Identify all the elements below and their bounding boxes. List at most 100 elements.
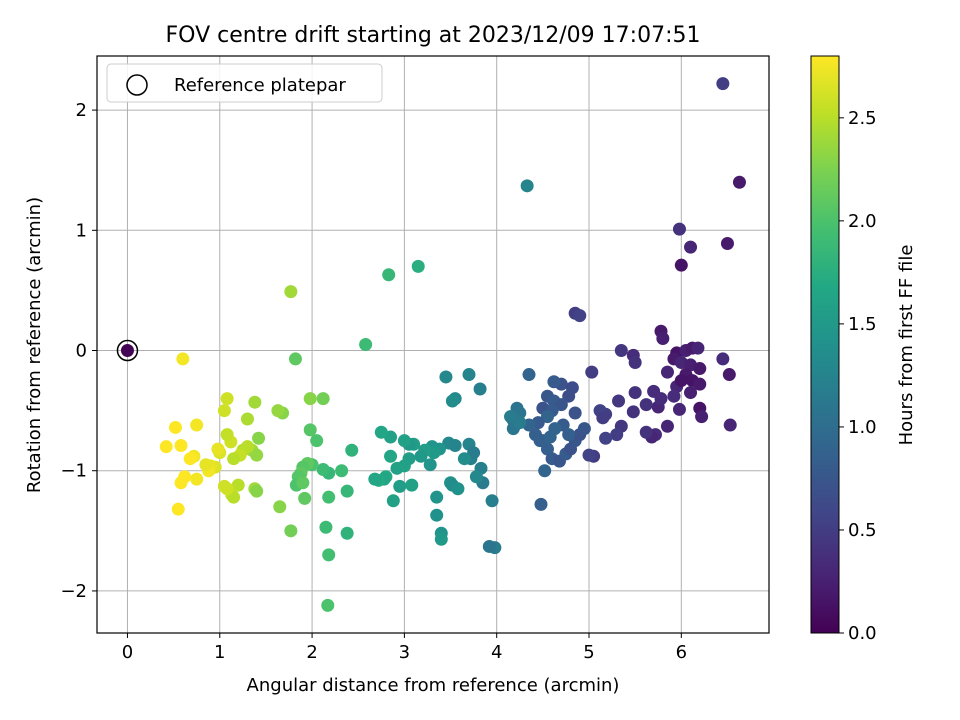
- data-point: [565, 381, 579, 395]
- data-point: [451, 482, 465, 496]
- data-point: [660, 419, 674, 433]
- data-point: [382, 268, 396, 282]
- colorbar-ticks: 0.0 0.5 1.0 1.5 2.0 2.5: [839, 108, 877, 644]
- y-tick-label: 0: [76, 341, 87, 362]
- data-point: [504, 410, 518, 424]
- data-point: [562, 428, 576, 442]
- data-point: [296, 476, 310, 490]
- data-point: [695, 410, 709, 424]
- data-point: [174, 476, 188, 490]
- data-point: [159, 440, 173, 454]
- data-point: [684, 386, 698, 400]
- y-axis: −2 −1 0 1 2: [60, 100, 97, 602]
- data-point: [231, 478, 245, 492]
- data-point: [534, 497, 548, 511]
- data-point: [533, 434, 547, 448]
- data-point: [732, 175, 746, 189]
- data-point: [316, 463, 330, 477]
- data-point: [585, 365, 599, 379]
- legend-marker-icon: [126, 74, 148, 96]
- data-point: [520, 179, 534, 193]
- data-point: [614, 344, 628, 358]
- data-point: [716, 352, 730, 366]
- data-point: [176, 352, 190, 366]
- data-point: [434, 532, 448, 546]
- data-point: [288, 352, 302, 366]
- data-point: [469, 470, 483, 484]
- data-point: [174, 438, 188, 452]
- data-point: [321, 598, 335, 612]
- data-point: [199, 458, 213, 472]
- colorbar-gradient: [810, 55, 840, 634]
- data-point: [693, 377, 707, 391]
- grid: [97, 56, 769, 633]
- data-point: [573, 309, 587, 323]
- data-point: [693, 362, 707, 376]
- data-point: [672, 222, 686, 236]
- data-point: [656, 331, 670, 345]
- data-point: [445, 394, 459, 408]
- chart-title: FOV centre drift starting at 2023/12/09 …: [166, 23, 701, 48]
- data-point: [217, 404, 231, 418]
- data-point: [411, 259, 425, 273]
- x-tick-label: 5: [583, 642, 594, 663]
- data-point: [211, 442, 225, 456]
- data-point: [660, 365, 674, 379]
- data-point: [393, 479, 407, 493]
- data-point: [220, 428, 234, 442]
- data-point: [554, 398, 568, 412]
- data-point: [612, 394, 626, 408]
- data-point: [390, 461, 404, 475]
- data-point: [723, 418, 737, 432]
- data-point: [568, 406, 582, 420]
- data-point: [639, 425, 653, 439]
- data-point: [430, 508, 444, 522]
- data-point: [513, 416, 527, 430]
- x-tick-label: 0: [122, 642, 133, 663]
- data-point: [220, 392, 234, 406]
- data-point: [716, 77, 730, 91]
- data-point: [284, 524, 298, 538]
- data-point: [691, 341, 705, 355]
- data-point: [540, 442, 554, 456]
- colorbar-tick-label: 0.5: [848, 520, 877, 541]
- data-point: [303, 392, 317, 406]
- data-point: [303, 423, 317, 437]
- data-point: [217, 479, 231, 493]
- data-point: [414, 449, 428, 463]
- data-point: [171, 502, 185, 516]
- data-point: [340, 484, 354, 498]
- x-tick-label: 3: [399, 642, 410, 663]
- y-tick-label: 1: [76, 220, 87, 241]
- y-tick-label: −2: [60, 581, 87, 602]
- data-point: [543, 430, 557, 444]
- data-point: [322, 490, 336, 504]
- data-point: [168, 420, 182, 434]
- data-point: [674, 374, 688, 388]
- data-point: [319, 520, 333, 534]
- y-tick-label: 2: [76, 100, 87, 121]
- data-point: [596, 411, 610, 425]
- data-point: [672, 402, 686, 416]
- data-point: [183, 452, 197, 466]
- data-point: [340, 526, 354, 540]
- data-point: [522, 368, 536, 382]
- data-point: [538, 464, 552, 478]
- data-point: [190, 472, 204, 486]
- data-point: [397, 434, 411, 448]
- data-point: [582, 448, 596, 462]
- data-point: [322, 548, 336, 562]
- data-point: [359, 338, 373, 351]
- legend: Reference platepar: [106, 63, 383, 103]
- y-axis-label: Rotation from reference (arcmin): [24, 197, 45, 493]
- data-point: [248, 395, 262, 409]
- data-point: [439, 370, 453, 384]
- data-point: [720, 237, 734, 251]
- data-point: [547, 375, 561, 389]
- data-point: [284, 285, 298, 299]
- data-point: [335, 464, 349, 478]
- legend-box: [106, 63, 383, 103]
- data-point: [374, 425, 388, 439]
- data-point: [599, 431, 613, 445]
